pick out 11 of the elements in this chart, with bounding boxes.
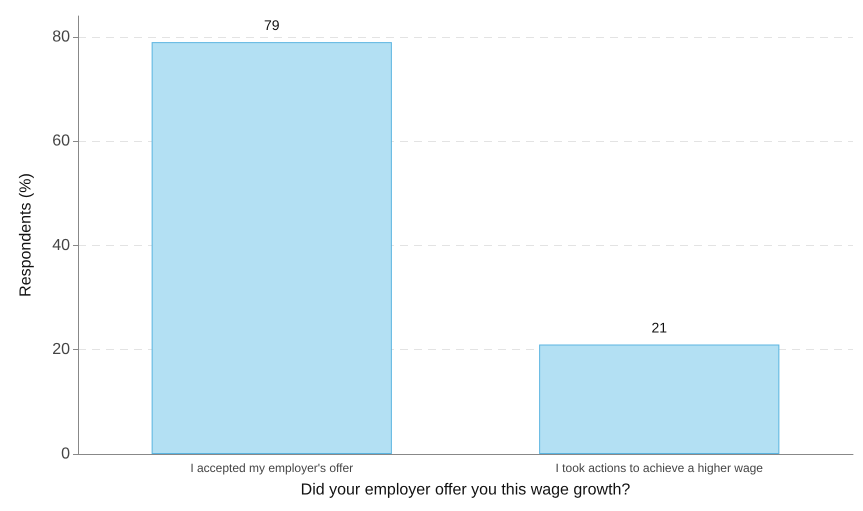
data-label: 21 <box>651 320 668 336</box>
y-tick-label: 0 <box>61 446 70 462</box>
data-label: 79 <box>264 17 280 34</box>
y-tick-label: 60 <box>52 132 70 150</box>
y-tick-label: 40 <box>52 236 70 254</box>
y-tick-label: 80 <box>52 28 70 46</box>
x-axis-title: Did your employer offer you this wage growth? <box>300 482 630 498</box>
y-axis-title: Respondents (%) <box>18 173 34 297</box>
x-tick-label: I accepted my employer's offer <box>190 461 354 475</box>
x-tick-label: I took actions to achieve a higher wage <box>556 461 764 475</box>
y-tick-label: 20 <box>52 341 70 358</box>
